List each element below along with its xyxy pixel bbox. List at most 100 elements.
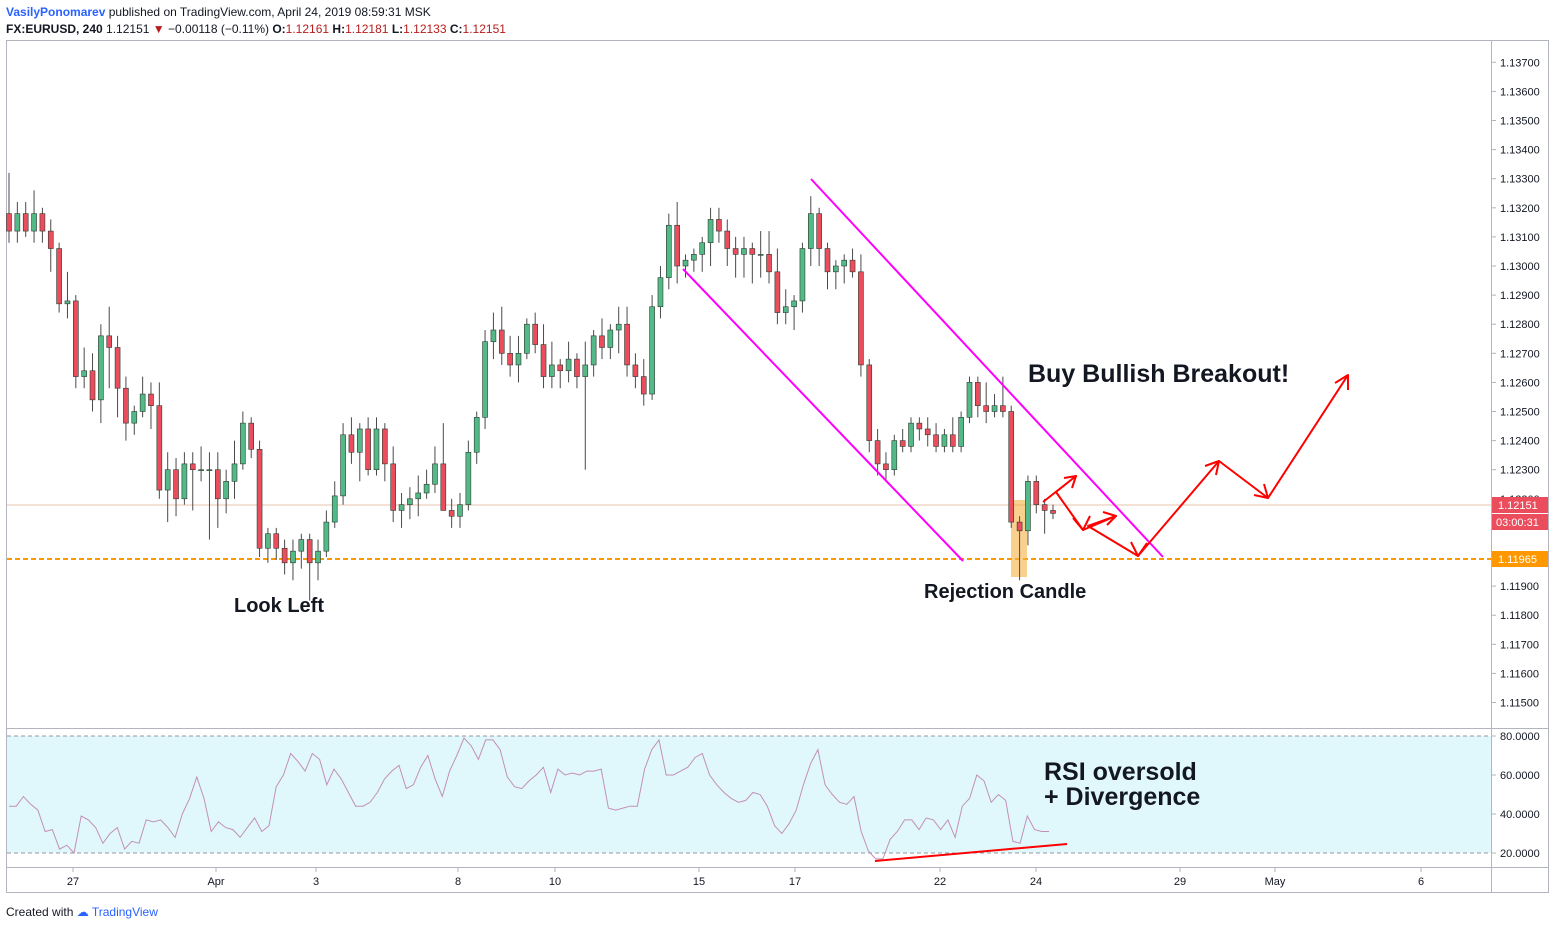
candle-body (106, 335, 113, 348)
candle (432, 446, 438, 493)
candle-body (440, 463, 447, 511)
price-tick-label: 1.11500 (1500, 698, 1539, 710)
candle-body (198, 469, 204, 472)
candle (724, 219, 731, 266)
candle-body (123, 387, 129, 424)
candle-body (407, 498, 413, 505)
candle (348, 417, 355, 464)
candle-body (649, 306, 655, 395)
candle-body (415, 492, 422, 500)
rsi-axis[interactable]: 80.0000 60.0000 40.0000 20.0000 (1491, 731, 1540, 860)
candle-body (215, 469, 221, 500)
author-link[interactable]: VasilyPonomarev (6, 5, 106, 19)
published-info: published on TradingView.com, April 24, … (108, 5, 431, 19)
tradingview-link[interactable]: TradingView (91, 905, 158, 919)
candle (707, 207, 714, 266)
candle-body (89, 370, 96, 401)
candle-body (707, 219, 714, 244)
candle (766, 231, 772, 284)
candle (741, 236, 747, 278)
candle (56, 242, 62, 313)
candle (473, 411, 480, 464)
candle-body (732, 248, 739, 255)
candle-body (482, 341, 488, 418)
symbol-label: FX:EURUSD, 240 (6, 22, 103, 36)
candle-body (47, 230, 54, 249)
candle (540, 324, 547, 389)
high-value: 1.12181 (345, 22, 389, 36)
candle (774, 248, 781, 325)
candle (382, 423, 388, 482)
candle (515, 335, 522, 383)
candle-body (156, 405, 163, 491)
support-price-tag-box (1492, 551, 1548, 567)
candle-body (1025, 481, 1031, 532)
price-tick-label: 1.13700 (1500, 57, 1540, 69)
candle (666, 213, 672, 290)
time-axis[interactable]: 27 Apr 3 8 10 15 17 22 24 29 May 6 (67, 867, 1424, 888)
annotation-rsi-oversold: RSI oversold (1044, 758, 1197, 786)
candle-body (331, 495, 338, 523)
countdown-tag: 03:00:31 (1492, 514, 1548, 530)
candle (189, 452, 196, 511)
price-tick-label: 1.13300 (1500, 174, 1540, 186)
arrow-head-1 (1063, 475, 1077, 489)
candle (557, 359, 564, 389)
price-axis[interactable]: 1.13700 1.13600 1.13500 1.13400 1.13300 1.132… (1491, 57, 1540, 710)
candle (440, 423, 447, 511)
candle (281, 539, 288, 575)
candle-body (6, 213, 12, 232)
candle (407, 487, 413, 520)
candle (607, 324, 614, 360)
candle-body (908, 422, 914, 447)
candle (941, 428, 948, 453)
rsi-tick-label: 60.0000 (1500, 770, 1540, 782)
time-tick-label: 15 (693, 876, 705, 888)
candle-body (432, 463, 438, 485)
candle-body (899, 440, 906, 447)
candle-body (866, 364, 873, 441)
candle-body (941, 434, 948, 447)
candle (240, 411, 246, 470)
candle-body (39, 213, 46, 232)
countdown-tag-text: 03:00:31 (1496, 517, 1539, 529)
low-label: L: (391, 22, 404, 36)
candles (6, 172, 1056, 601)
candle-body (306, 539, 313, 564)
candle (841, 254, 848, 284)
annotation-buy-breakout: Buy Bullish Breakout! (1028, 360, 1289, 388)
time-tick-label: 22 (934, 876, 946, 888)
chart-header: VasilyPonomarev published on TradingView… (6, 4, 506, 38)
candle-body (1041, 504, 1048, 511)
price-tick-label: 1.11600 (1500, 668, 1539, 680)
channel-upper-line (810, 178, 1164, 558)
candle-body (565, 358, 572, 372)
candle (833, 260, 839, 290)
candle (340, 423, 346, 505)
candle-body (983, 405, 989, 412)
candle (824, 242, 831, 290)
candle (398, 492, 405, 528)
price-tick-label: 1.13600 (1500, 86, 1540, 98)
candle (482, 330, 488, 429)
candle (6, 172, 12, 243)
candle (215, 452, 221, 528)
candle-body (666, 224, 672, 278)
candle (256, 440, 263, 557)
close-label: C: (449, 22, 463, 36)
candle (131, 405, 138, 435)
candle (223, 469, 229, 514)
candle-body (657, 277, 664, 308)
support-price-tag-text: 1.11965 (1498, 554, 1537, 566)
arrow-head-7 (1334, 374, 1349, 390)
candle-body (924, 428, 931, 436)
candle-body (849, 259, 856, 273)
candle-body (966, 382, 973, 418)
candle-body (749, 248, 756, 255)
candle (1050, 504, 1056, 520)
candle-body (1050, 510, 1056, 514)
candle (148, 382, 154, 429)
candle-body (833, 265, 839, 273)
candle-body (791, 300, 797, 308)
